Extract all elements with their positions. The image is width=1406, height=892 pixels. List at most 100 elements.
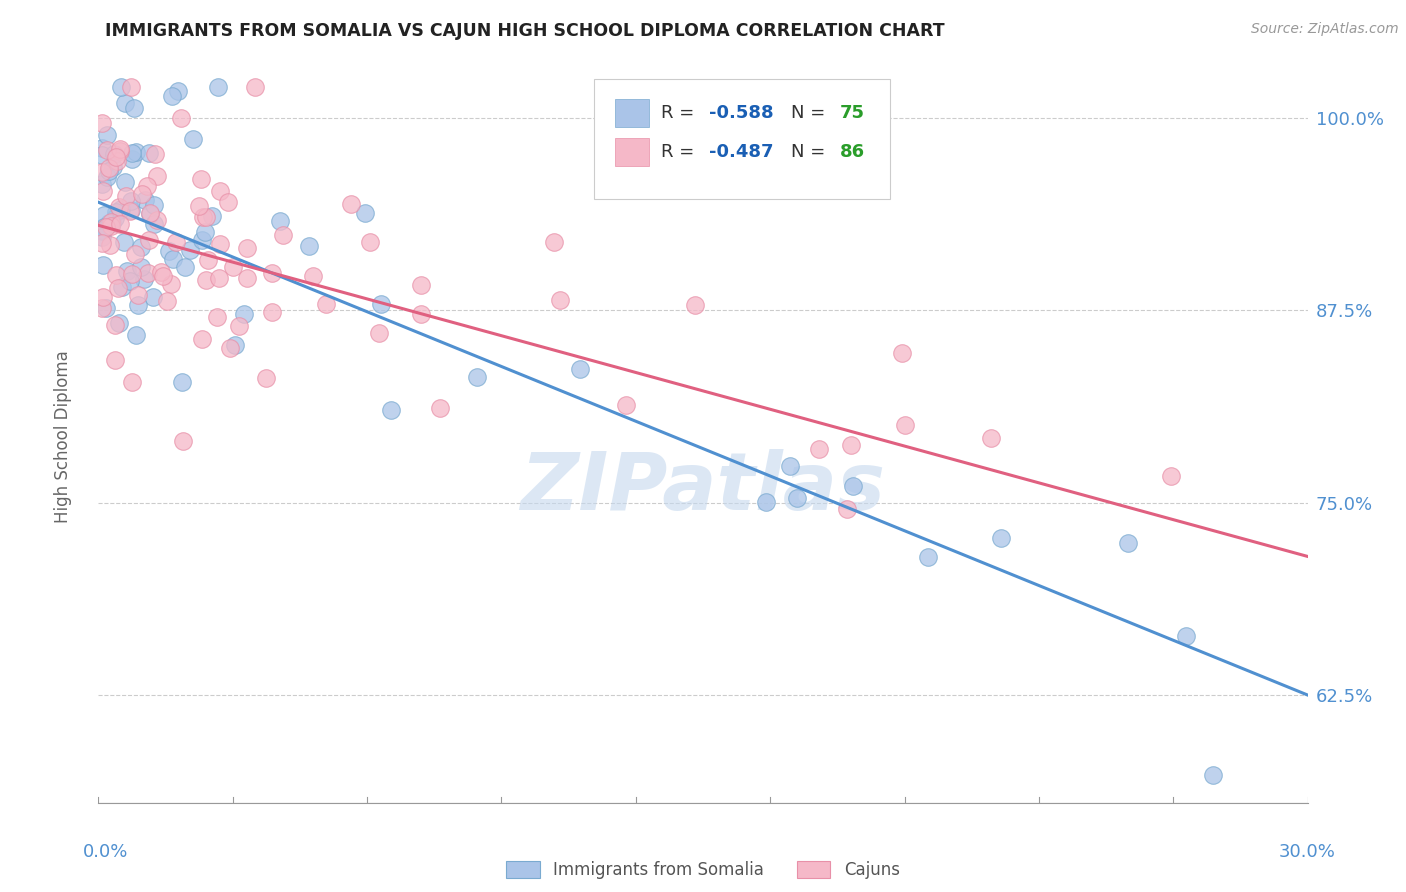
Point xyxy=(139,206,162,220)
Point xyxy=(132,272,155,286)
Point xyxy=(127,298,149,312)
Point xyxy=(91,116,114,130)
Point xyxy=(228,318,250,333)
Point xyxy=(100,214,122,228)
Point xyxy=(194,210,217,224)
Text: ZIPatlas: ZIPatlas xyxy=(520,450,886,527)
Point xyxy=(165,235,187,250)
Point xyxy=(134,193,156,207)
Point xyxy=(96,143,118,157)
Point xyxy=(467,370,489,384)
Point xyxy=(217,194,239,209)
Point xyxy=(91,148,114,162)
Point xyxy=(205,310,228,325)
Point xyxy=(91,258,114,272)
Point xyxy=(191,332,214,346)
Point xyxy=(136,266,159,280)
Point xyxy=(208,271,231,285)
Text: 75: 75 xyxy=(839,104,865,122)
Point xyxy=(779,459,801,474)
Text: -0.487: -0.487 xyxy=(709,143,773,161)
Text: 0.0%: 0.0% xyxy=(83,843,128,861)
Point xyxy=(93,219,115,234)
Point xyxy=(91,301,114,316)
Point xyxy=(101,160,124,174)
Point xyxy=(120,202,142,217)
Legend: Immigrants from Somalia, Cajuns: Immigrants from Somalia, Cajuns xyxy=(506,861,900,880)
Point xyxy=(194,272,217,286)
Point xyxy=(569,362,592,376)
Point xyxy=(91,236,114,251)
Point xyxy=(786,491,808,506)
Point xyxy=(172,434,194,448)
Point xyxy=(339,196,361,211)
Point xyxy=(108,316,131,330)
Point xyxy=(110,144,132,158)
Point xyxy=(91,165,114,179)
Point xyxy=(120,194,142,208)
Point xyxy=(143,147,166,161)
Point xyxy=(269,213,291,227)
Point xyxy=(131,187,153,202)
Point xyxy=(208,237,231,252)
Point xyxy=(108,200,131,214)
Point xyxy=(110,142,132,156)
Point xyxy=(91,223,114,237)
Point xyxy=(118,274,141,288)
Point xyxy=(429,401,451,416)
Point xyxy=(91,230,114,244)
Point xyxy=(835,502,858,516)
Text: N =: N = xyxy=(792,104,831,122)
Point xyxy=(100,219,122,233)
Point xyxy=(409,278,432,293)
Point xyxy=(683,298,706,312)
Point xyxy=(127,288,149,302)
Text: R =: R = xyxy=(661,104,700,122)
Point xyxy=(98,216,121,230)
Point xyxy=(138,146,160,161)
Point xyxy=(543,235,565,250)
Point xyxy=(370,297,392,311)
Point xyxy=(143,198,166,212)
Point xyxy=(105,153,128,168)
Point xyxy=(129,260,152,275)
Point xyxy=(93,208,115,222)
Point xyxy=(548,293,571,307)
Point xyxy=(91,178,114,192)
Point xyxy=(179,244,201,258)
Point xyxy=(254,371,277,385)
Text: R =: R = xyxy=(661,143,700,161)
Point xyxy=(173,260,195,274)
Point xyxy=(218,342,240,356)
Point xyxy=(104,150,127,164)
Point xyxy=(890,346,912,360)
Point xyxy=(162,252,184,266)
Point xyxy=(91,224,114,238)
Point xyxy=(201,209,224,223)
Point xyxy=(157,244,180,259)
Text: Source: ZipAtlas.com: Source: ZipAtlas.com xyxy=(1251,22,1399,37)
Point xyxy=(121,376,143,390)
Point xyxy=(98,238,121,252)
Point xyxy=(107,281,129,295)
Point xyxy=(1116,535,1139,549)
Point xyxy=(160,277,183,291)
Point xyxy=(197,253,219,268)
Point xyxy=(114,175,136,189)
Point xyxy=(118,204,141,219)
Point xyxy=(125,328,148,343)
Point xyxy=(152,268,174,283)
Point xyxy=(100,216,122,230)
Point xyxy=(207,79,229,94)
Point xyxy=(104,352,127,367)
Point xyxy=(233,307,256,321)
Point xyxy=(623,154,645,169)
Point xyxy=(235,271,257,285)
Point xyxy=(117,264,139,278)
Point xyxy=(121,146,143,161)
Point xyxy=(224,338,246,352)
Point xyxy=(170,112,193,126)
Point xyxy=(208,184,231,198)
Point xyxy=(121,153,143,167)
Point xyxy=(121,267,143,281)
